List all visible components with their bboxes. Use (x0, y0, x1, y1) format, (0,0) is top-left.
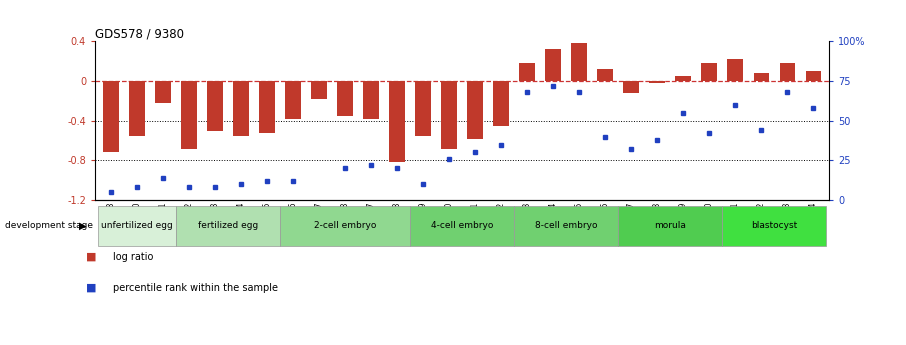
Text: blastocyst: blastocyst (751, 221, 797, 230)
Bar (493, 81, 509, 126)
Bar (618, 206, 722, 246)
Bar (722, 206, 826, 246)
Bar (129, 81, 145, 136)
Bar (545, 49, 561, 81)
Bar (410, 206, 514, 246)
Text: ■: ■ (86, 283, 97, 293)
Bar (311, 81, 327, 99)
Text: ▶: ▶ (79, 221, 86, 231)
Bar (337, 81, 352, 116)
Text: 8-cell embryo: 8-cell embryo (535, 221, 597, 230)
Bar (280, 206, 410, 246)
Text: ■: ■ (86, 252, 97, 262)
Text: 2-cell embryo: 2-cell embryo (313, 221, 376, 230)
Bar (779, 63, 795, 81)
Bar (363, 81, 379, 119)
Bar (514, 206, 618, 246)
Text: GDS578 / 9380: GDS578 / 9380 (95, 27, 184, 40)
Text: log ratio: log ratio (113, 252, 154, 262)
Bar (390, 81, 405, 162)
Bar (701, 63, 717, 81)
Text: fertilized egg: fertilized egg (198, 221, 258, 230)
Bar (176, 206, 280, 246)
Bar (572, 43, 587, 81)
Bar (597, 69, 613, 81)
Bar (519, 63, 535, 81)
Bar (415, 81, 431, 136)
Bar (728, 59, 743, 81)
Bar (207, 81, 223, 131)
Text: morula: morula (654, 221, 686, 230)
Text: percentile rank within the sample: percentile rank within the sample (113, 283, 278, 293)
Text: 4-cell embryo: 4-cell embryo (431, 221, 493, 230)
Bar (676, 76, 691, 81)
Bar (98, 206, 176, 246)
Bar (259, 81, 275, 132)
Bar (155, 81, 170, 103)
Bar (623, 81, 639, 93)
Bar (467, 81, 483, 139)
Bar (805, 71, 821, 81)
Bar (441, 81, 457, 148)
Bar (754, 73, 769, 81)
Bar (650, 81, 665, 83)
Text: unfertilized egg: unfertilized egg (101, 221, 173, 230)
Bar (181, 81, 197, 148)
Bar (233, 81, 248, 136)
Bar (285, 81, 301, 119)
Bar (103, 81, 119, 152)
Text: development stage: development stage (5, 221, 92, 230)
